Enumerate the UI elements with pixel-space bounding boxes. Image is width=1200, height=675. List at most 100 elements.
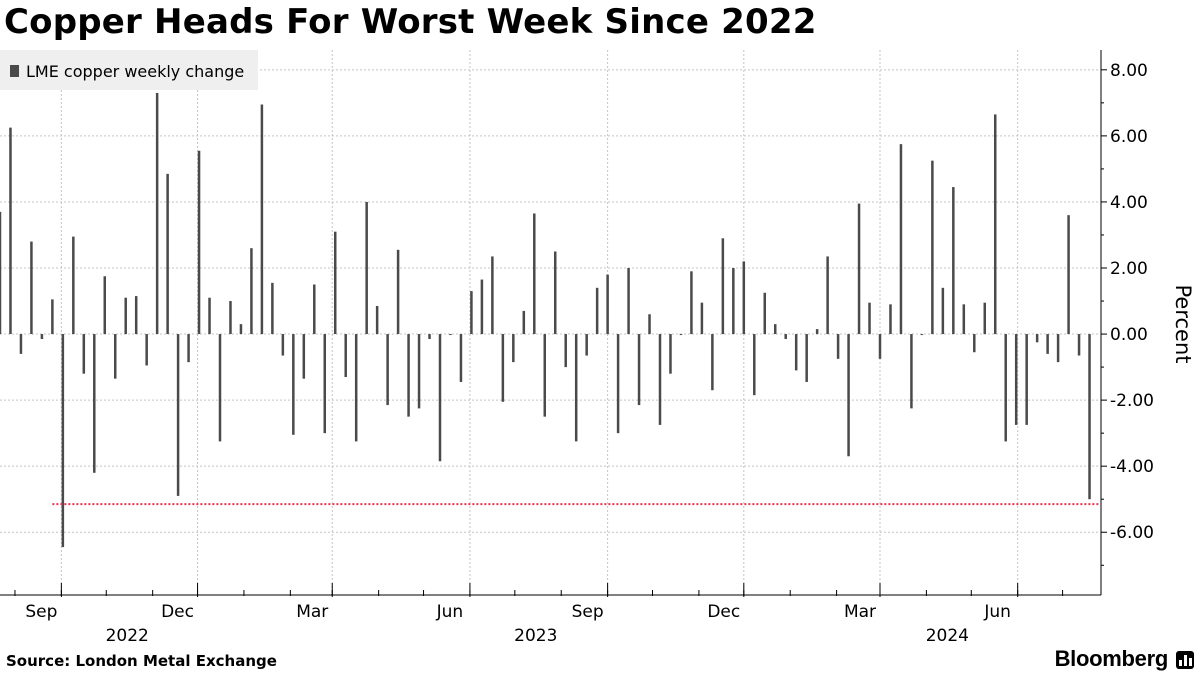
bar [815,329,819,335]
bar [1077,334,1081,356]
bar [239,324,243,335]
bar [82,334,86,374]
bar [878,334,882,359]
bar [983,302,987,335]
legend-swatch [10,65,19,77]
bar [344,334,347,377]
bar [574,334,578,442]
x-tick-label: Jun [436,602,464,622]
bar [1067,215,1070,335]
bar [627,268,630,335]
bar [910,334,913,409]
bar [742,261,746,335]
bar [124,297,127,335]
bar [711,334,714,391]
bar [826,256,829,335]
bar [595,287,599,335]
bar [250,248,253,335]
y-tick-label: 8.00 [1110,61,1148,81]
chart-title: Copper Heads For Worst Week Since 2022 [4,2,817,42]
y-tick-label: 4.00 [1110,193,1148,213]
bar [836,334,840,359]
legend-background [0,50,258,90]
bar [449,334,452,336]
bar [208,297,211,335]
bar [187,334,190,363]
bar [690,271,693,335]
bar [648,314,651,335]
bar [889,304,892,335]
y-tick-label: 2.00 [1110,259,1148,279]
bar [732,268,735,335]
bar [229,301,232,335]
bar [1004,334,1007,442]
x-tick-label: Sep [572,602,604,622]
bar [271,282,274,335]
bar [438,334,442,462]
bar [700,302,704,335]
bar [522,310,526,335]
bar [134,296,138,335]
bar [0,211,2,335]
bar [386,334,389,406]
bar [30,241,33,335]
bar [480,279,484,335]
bar [616,334,620,434]
bar [428,334,431,340]
x-tick-label: Jun [983,602,1011,622]
brand-logo-text: Bloomberg [1054,646,1169,671]
x-year-label: 2022 [106,626,149,646]
bar [920,334,924,336]
bar [197,150,201,335]
y-tick-label: 6.00 [1110,127,1148,147]
bar [669,334,672,374]
x-year-label: 2024 [926,626,969,646]
legend: LME copper weekly change [0,50,258,90]
bar [145,334,148,366]
chart-logo-icon [1176,651,1194,669]
bar [166,173,169,335]
bar [1035,334,1039,343]
bar [40,334,44,340]
bar [993,114,997,335]
bar [113,334,117,379]
bar [1025,334,1028,425]
bar [103,276,107,335]
bar [19,334,23,354]
bar [281,334,285,356]
bar [564,334,567,368]
bar [1056,334,1060,363]
bar [72,236,75,335]
x-tick-label: Mar [844,602,876,622]
bars [0,92,1091,548]
x-tick-label: Sep [25,602,57,622]
bar [962,304,966,335]
bar [784,334,787,340]
bar [721,238,725,335]
bar [333,231,337,335]
bar [805,334,808,382]
x-tick-label: Dec [707,602,740,622]
bar [753,334,756,396]
bar [491,256,494,335]
bar [543,334,547,417]
bar [501,334,505,402]
bar [794,334,798,371]
y-tick-label: -6.00 [1110,523,1154,543]
bar [512,334,515,363]
bar [470,291,473,335]
bar [952,187,955,335]
bar [773,324,777,335]
bar [973,334,976,353]
bar [61,334,65,548]
bar [396,249,400,335]
bar [931,160,934,335]
bar [407,334,410,417]
bar [763,292,767,335]
bar [585,334,588,356]
bar [375,305,379,335]
bar [417,334,421,409]
bar [93,334,96,473]
bar [857,203,861,335]
